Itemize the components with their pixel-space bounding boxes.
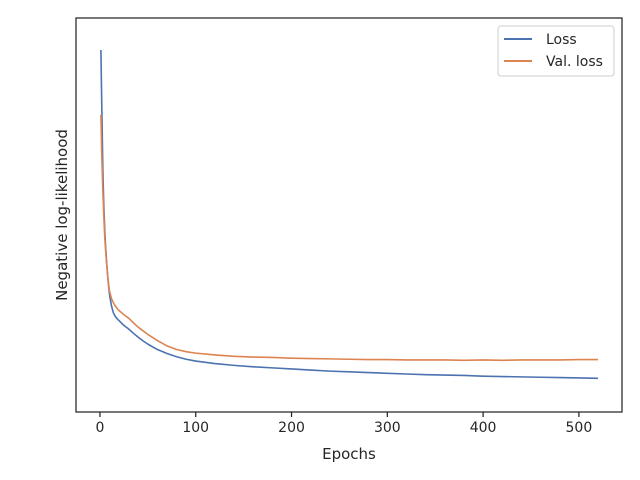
legend: Loss Val. loss bbox=[497, 25, 615, 77]
x-tick-label: 400 bbox=[470, 420, 497, 436]
x-tick-label: 200 bbox=[278, 420, 305, 436]
axes-frame bbox=[75, 17, 623, 413]
x-tick-label: 300 bbox=[374, 420, 401, 436]
x-axis-label: Epochs bbox=[322, 445, 376, 463]
x-tick-label: 100 bbox=[182, 420, 209, 436]
x-axis: 0 100 200 300 400 500 bbox=[95, 412, 592, 436]
series-layer bbox=[100, 49, 599, 380]
legend-label: Val. loss bbox=[546, 54, 603, 70]
legend-label: Loss bbox=[546, 32, 577, 48]
y-axis-label: Negative log-likelihood bbox=[53, 129, 71, 301]
series-line-2 bbox=[100, 114, 599, 362]
x-tick-label: 0 bbox=[95, 420, 104, 436]
x-tick-label: 500 bbox=[566, 420, 593, 436]
